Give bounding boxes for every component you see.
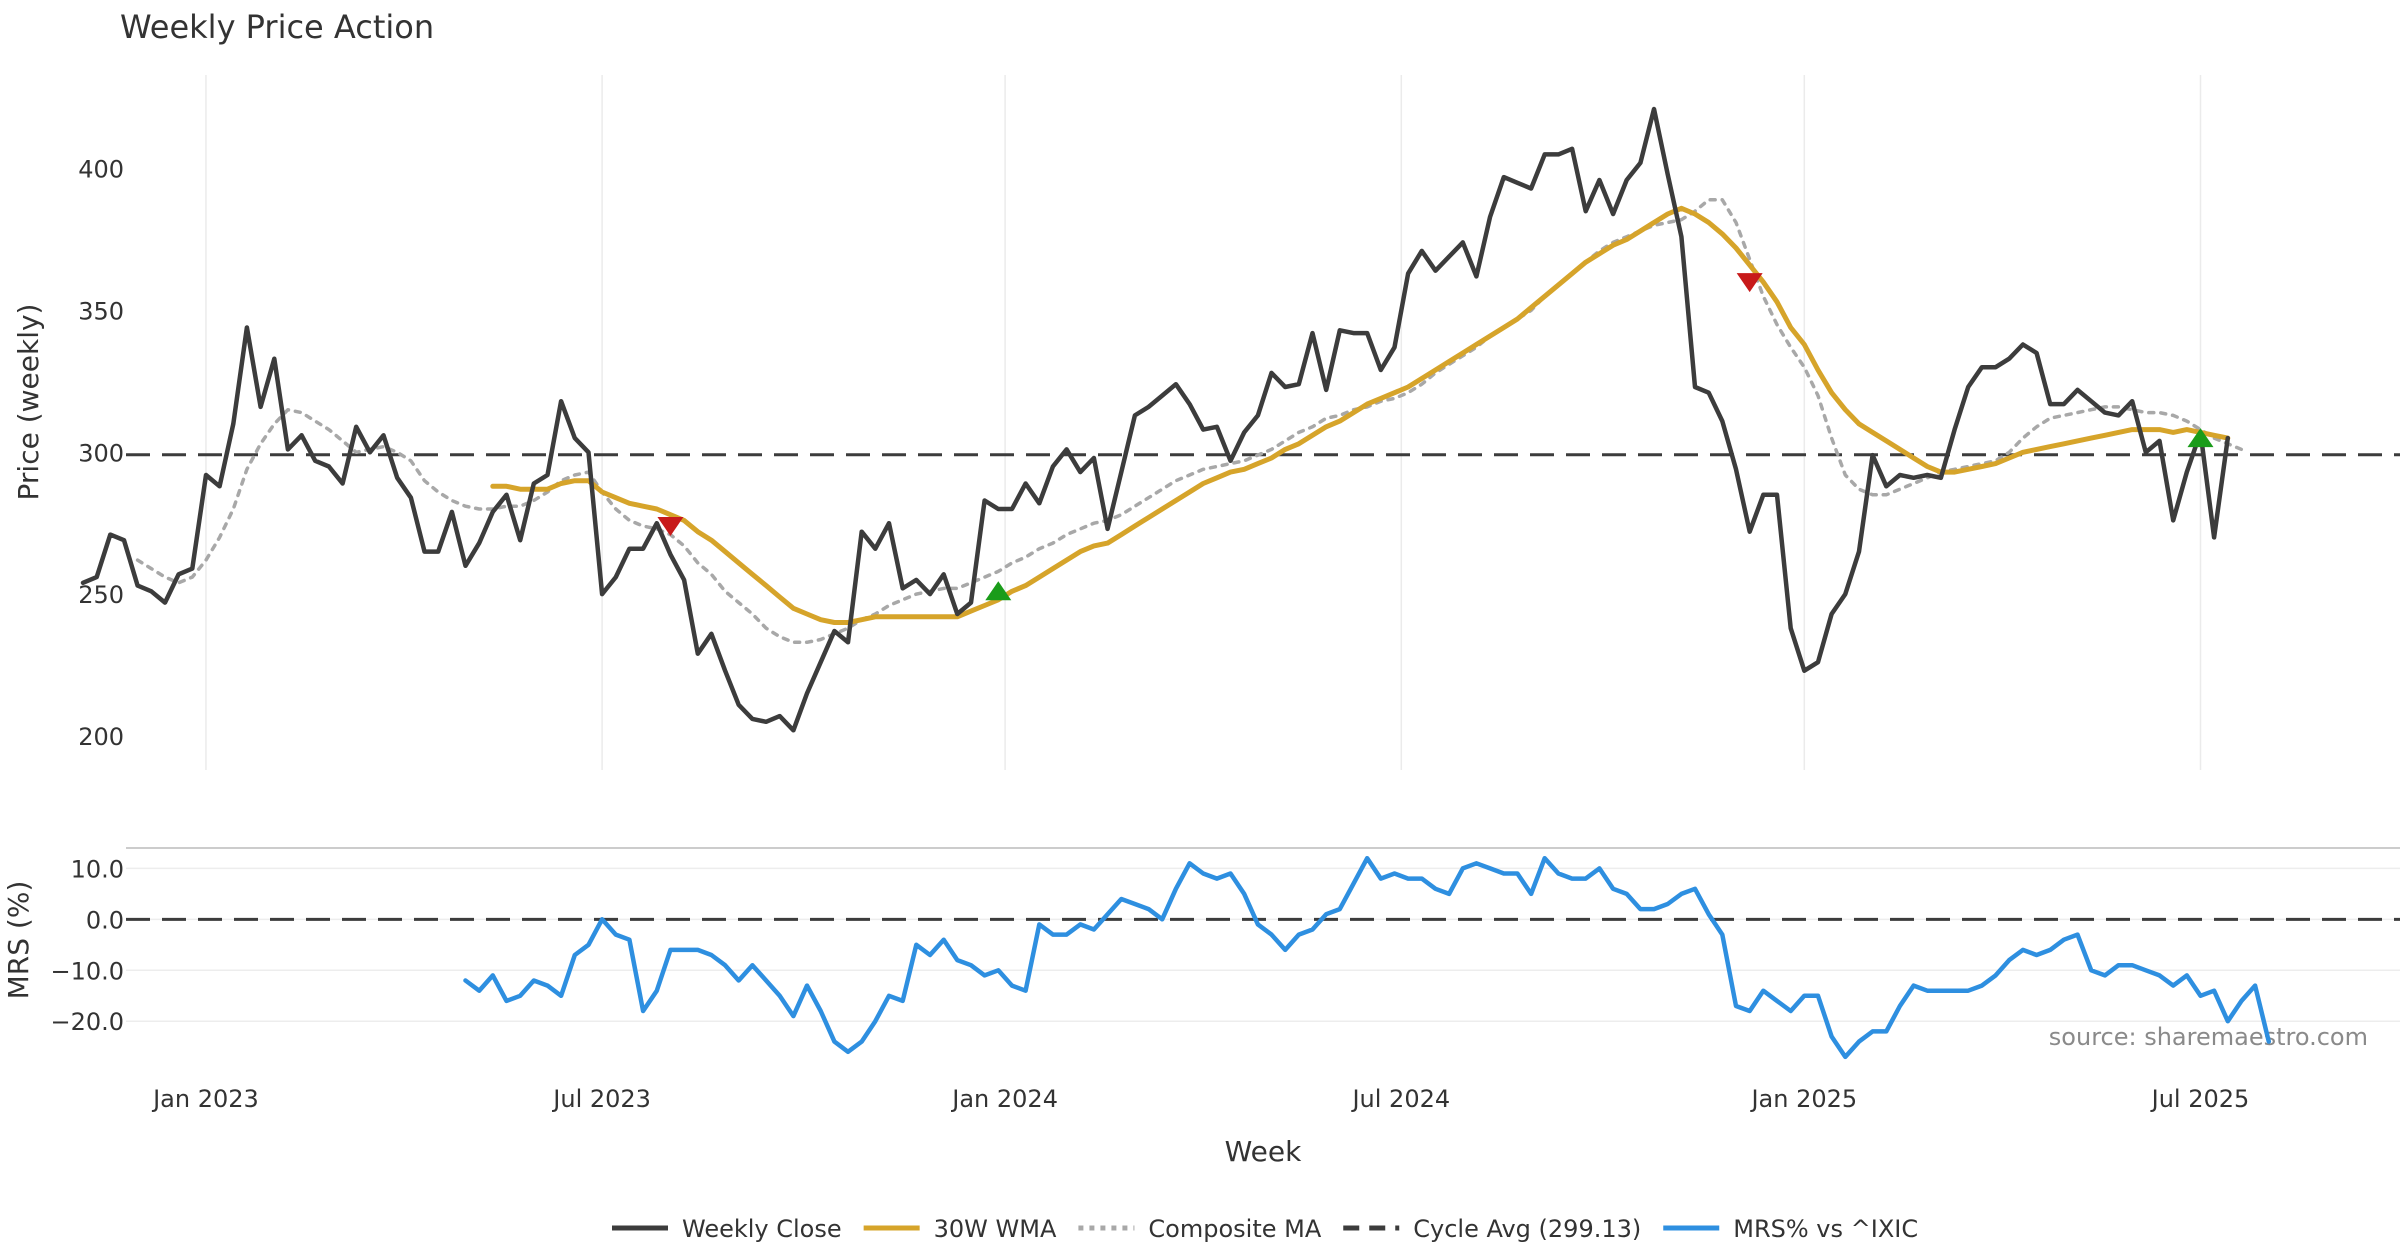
mrs-y-axis-label: MRS (%) bbox=[2, 881, 35, 1000]
legend-label: Weekly Close bbox=[682, 1215, 842, 1243]
legend: Weekly Close 30W WMA Composite MA Cycle Avg… bbox=[612, 1215, 1918, 1243]
legend-label: Composite MA bbox=[1148, 1215, 1321, 1243]
mrs-y-tick-label: 0.0 bbox=[86, 906, 124, 934]
price-y-tick-label: 200 bbox=[78, 723, 124, 751]
legend-label: Cycle Avg (299.13) bbox=[1413, 1215, 1641, 1243]
sell-signal-marker bbox=[657, 517, 684, 537]
x-tick-label: Jan 2025 bbox=[1749, 1085, 1857, 1113]
x-tick-label: Jan 2024 bbox=[950, 1085, 1058, 1113]
x-tick-label: Jul 2023 bbox=[551, 1085, 651, 1113]
mrs-y-tick-label: −20.0 bbox=[50, 1008, 124, 1036]
mrs-panel bbox=[126, 855, 2400, 1060]
series-weekly-close bbox=[80, 106, 2231, 733]
x-axis-label: Week bbox=[1225, 1135, 1302, 1168]
legend-label: MRS% vs ^IXIC bbox=[1733, 1215, 1918, 1243]
price-y-tick-label: 300 bbox=[78, 439, 124, 467]
chart-title: Weekly Price Action bbox=[120, 8, 434, 46]
source-annotation: source: sharemaestro.com bbox=[2049, 1023, 2368, 1051]
mrs-y-tick-label: 10.0 bbox=[71, 855, 124, 883]
x-tick-label: Jul 2025 bbox=[2150, 1085, 2250, 1113]
price-y-tick-label: 350 bbox=[78, 297, 124, 325]
price-y-tick-label: 250 bbox=[78, 581, 124, 609]
price-y-tick-label: 400 bbox=[78, 156, 124, 184]
buy-signal-marker bbox=[2187, 428, 2214, 448]
legend-label: 30W WMA bbox=[934, 1215, 1057, 1243]
series-composite-ma bbox=[135, 198, 2244, 645]
x-tick-label: Jul 2024 bbox=[1350, 1085, 1450, 1113]
series-mrs-vs-ixic bbox=[463, 855, 2272, 1060]
grid-lines: Jan 2023 Jul 2023 Jan 2024 Jul 2024 Jan 2025… bbox=[50, 75, 2400, 1113]
x-tick-label: Jan 2023 bbox=[151, 1085, 259, 1113]
price-y-axis-label: Price (weekly) bbox=[12, 304, 45, 501]
buy-signal-marker bbox=[985, 581, 1012, 601]
sell-signal-marker bbox=[1736, 273, 1763, 293]
series-30w-wma bbox=[490, 205, 2231, 625]
mrs-y-tick-label: −10.0 bbox=[50, 957, 124, 985]
price-panel bbox=[80, 106, 2400, 733]
